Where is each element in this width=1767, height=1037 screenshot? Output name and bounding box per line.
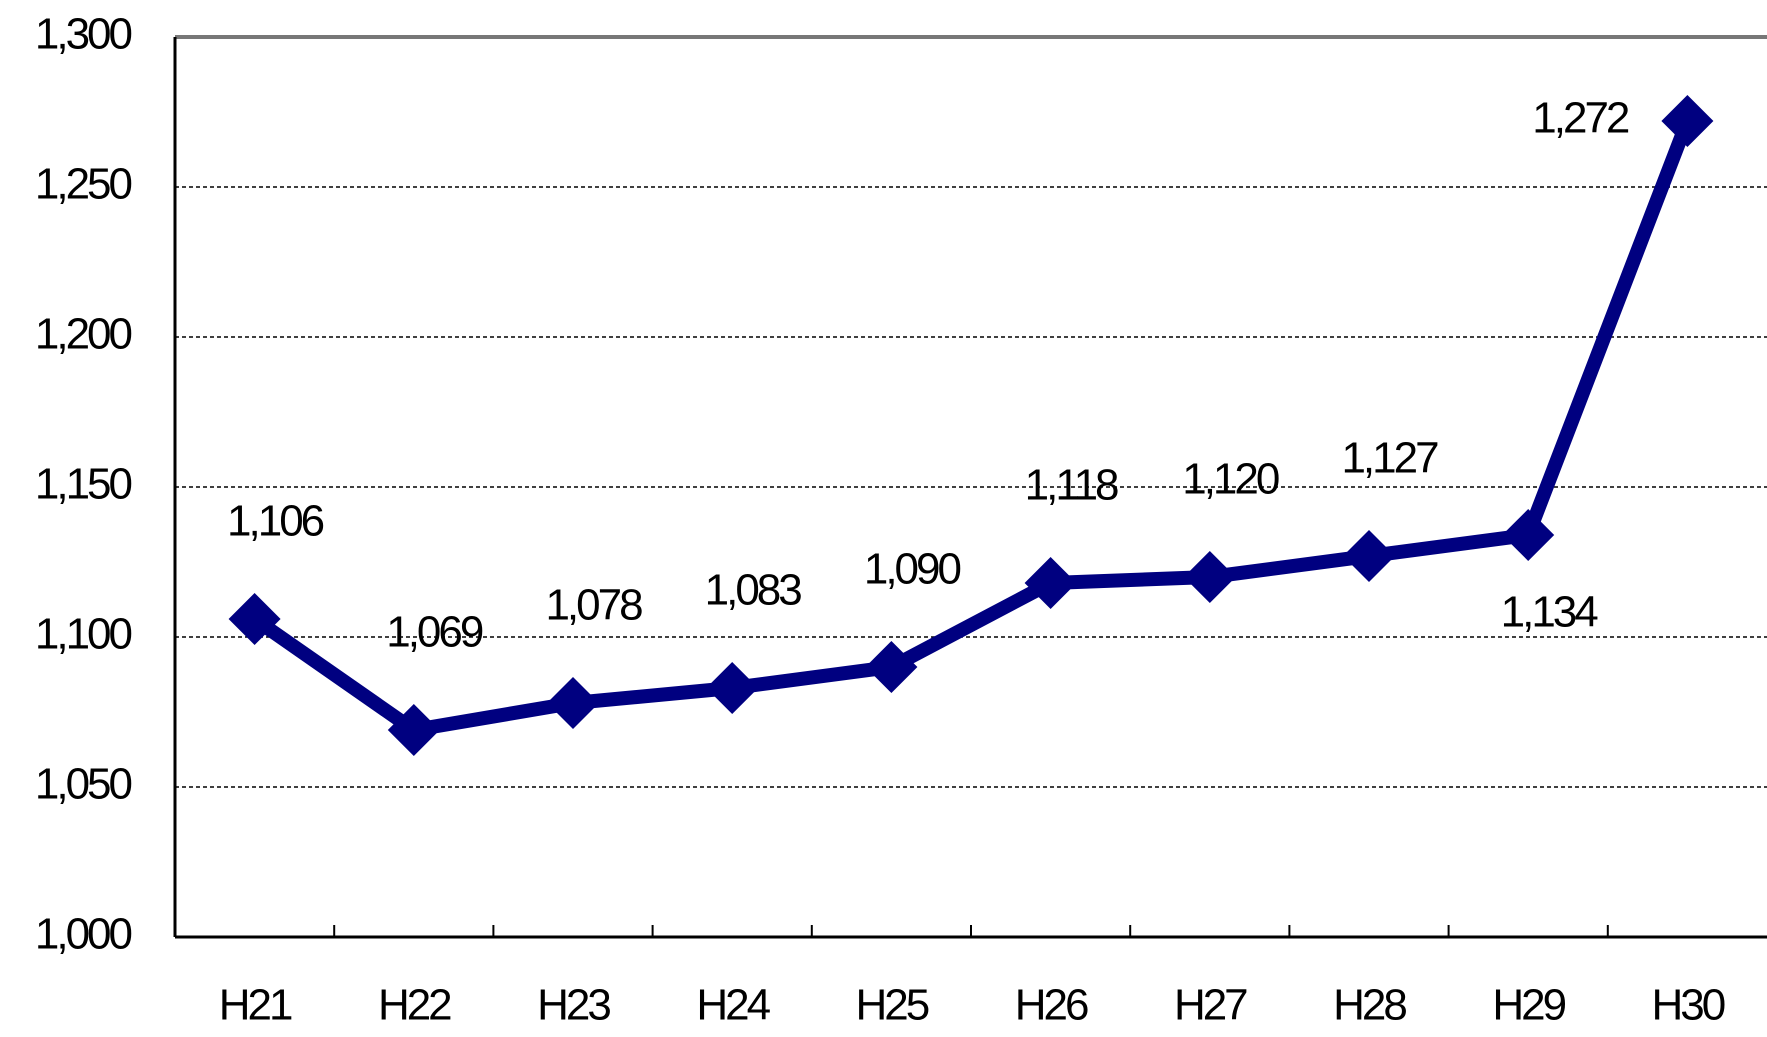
marker (547, 677, 599, 729)
y-tick-label: 1,200 (35, 310, 132, 359)
x-tick-label: H29 (1492, 981, 1565, 1030)
data-label: 1,069 (386, 608, 483, 657)
marker (865, 641, 918, 693)
marker (1343, 530, 1395, 582)
x-tick-label: H26 (1015, 981, 1088, 1030)
marker (1661, 95, 1714, 147)
x-tick-label: H27 (1174, 981, 1247, 1030)
data-label: 1,134 (1501, 588, 1599, 637)
line (250, 118, 1694, 737)
data-label: 1,272 (1532, 94, 1629, 143)
data-label: 1,127 (1341, 434, 1438, 483)
x-tick-label: H25 (856, 981, 929, 1030)
y-tick-label: 1,100 (35, 610, 132, 659)
marker (228, 593, 281, 645)
x-tick-label: H23 (537, 981, 610, 1030)
y-tick-label: 1,050 (35, 760, 132, 809)
data-label: 1,083 (705, 566, 802, 615)
y-tick-label: 1,250 (35, 160, 132, 209)
y-tick-label: 1,300 (35, 10, 132, 59)
marker (1502, 509, 1555, 561)
marker (387, 704, 440, 756)
marker (706, 662, 759, 714)
x-tick-label: H22 (378, 981, 451, 1030)
data-label: 1,090 (864, 545, 961, 594)
data-label: 1,120 (1182, 455, 1279, 504)
data-label: 1,118 (1025, 461, 1118, 510)
x-tick-label: H21 (219, 981, 292, 1030)
data-label: 1,106 (227, 497, 324, 546)
y-tick-label: 1,150 (35, 460, 132, 509)
marker (1183, 551, 1236, 603)
x-tick-label: H24 (696, 981, 770, 1030)
y-tick-label: 1,000 (35, 910, 132, 959)
marker (1024, 557, 1077, 609)
x-tick-label: H28 (1333, 981, 1406, 1030)
data-label: 1,078 (545, 581, 642, 630)
x-tick-label: H30 (1652, 981, 1725, 1030)
